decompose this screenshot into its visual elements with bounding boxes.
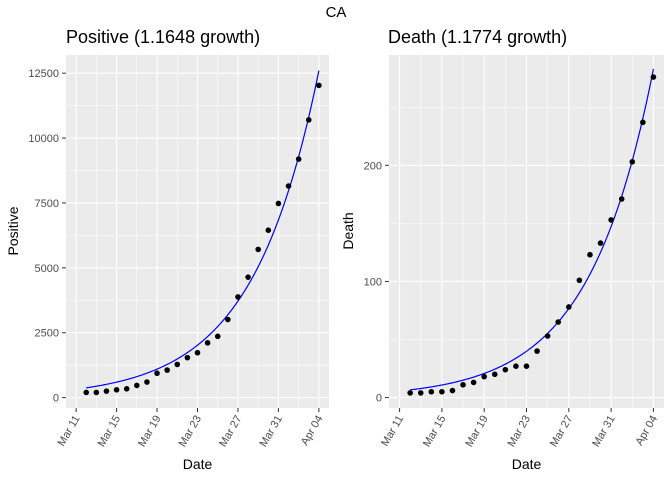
death-x-tick-label: Mar 27	[548, 414, 576, 450]
death-data-point	[608, 217, 614, 223]
positive-y-tick-label: 0	[53, 393, 59, 405]
positive-chart-title: Positive (1.1648 growth)	[66, 27, 260, 47]
death-x-axis-title: Date	[512, 456, 542, 472]
death-data-point	[439, 388, 445, 395]
death-y-tick-label: 200	[364, 160, 382, 172]
positive-x-tick-label: Mar 23	[177, 414, 205, 450]
positive-data-point	[255, 246, 261, 253]
death-data-point	[470, 379, 477, 386]
positive-y-tick-label: 2500	[35, 328, 59, 340]
death-data-point	[576, 277, 583, 284]
death-x-tick-label: Apr 04	[633, 414, 660, 448]
positive-data-point	[103, 388, 110, 394]
death-chart: Death (1.1774 growth) Mar 11 Mar 15 Mar 19…	[340, 27, 664, 472]
death-data-point	[597, 240, 604, 246]
positive-data-point	[204, 340, 211, 346]
positive-data-point	[93, 389, 100, 396]
positive-data-point	[245, 274, 251, 280]
positive-data-point	[316, 82, 322, 89]
positive-x-tick-label: Mar 11	[56, 414, 83, 449]
positive-data-point	[214, 333, 221, 340]
death-data-point	[417, 390, 424, 396]
death-data-point	[491, 371, 498, 378]
death-data-point	[523, 363, 530, 369]
positive-y-tick-label: 10000	[28, 133, 59, 145]
death-data-point	[640, 119, 646, 126]
positive-data-point	[83, 389, 90, 396]
death-data-point	[407, 390, 413, 396]
figure-title: CA	[326, 4, 347, 21]
death-x-tick-label: Mar 23	[506, 414, 534, 450]
positive-data-point	[164, 367, 170, 373]
positive-x-tick-label: Mar 31	[258, 414, 286, 450]
positive-data-point	[134, 382, 140, 389]
death-data-point	[449, 387, 456, 394]
positive-y-tick-label: 7500	[35, 198, 59, 210]
death-data-point	[555, 319, 562, 325]
death-data-point	[650, 74, 657, 80]
positive-y-tick-label: 12500	[28, 68, 59, 80]
positive-data-point	[225, 316, 231, 323]
death-data-point	[460, 381, 466, 388]
death-x-tick-label: Mar 19	[463, 414, 491, 450]
positive-data-point	[113, 387, 120, 393]
positive-data-point	[295, 156, 302, 162]
positive-data-point	[285, 183, 292, 189]
positive-data-point	[305, 117, 312, 123]
positive-x-tick-label: Mar 19	[136, 414, 164, 450]
positive-data-point	[174, 361, 181, 368]
death-x-tick-label: Mar 11	[379, 414, 406, 449]
death-chart-title: Death (1.1774 growth)	[388, 27, 567, 47]
positive-y-tick-label: 5000	[35, 263, 59, 275]
death-y-tick-label: 100	[364, 276, 382, 288]
death-y-tick-label: 0	[376, 393, 382, 405]
death-data-point	[513, 363, 519, 369]
death-data-point	[629, 159, 636, 165]
death-data-point	[502, 366, 509, 373]
positive-data-point	[154, 370, 160, 377]
positive-data-point	[265, 227, 272, 234]
positive-data-point	[275, 200, 282, 207]
death-data-point	[587, 251, 593, 258]
death-data-point	[481, 373, 487, 380]
positive-data-point	[194, 349, 201, 356]
death-data-point	[544, 333, 551, 339]
death-data-point	[428, 388, 435, 395]
positive-chart: Positive (1.1648 growth) Mar 11 Mar 15 Mar…	[5, 27, 329, 472]
death-x-tick-label: Mar 15	[421, 414, 449, 450]
positive-data-point	[184, 354, 191, 361]
positive-data-point	[144, 379, 150, 385]
positive-data-point	[235, 294, 241, 300]
positive-x-axis-title: Date	[183, 456, 213, 472]
death-y-axis-title: Death	[340, 212, 356, 249]
positive-data-point	[123, 385, 130, 392]
death-data-point	[534, 348, 540, 354]
death-data-point	[566, 304, 572, 310]
positive-fit-line	[86, 70, 320, 389]
death-x-tick-label: Mar 31	[590, 414, 618, 450]
positive-x-tick-label: Mar 15	[96, 414, 124, 450]
positive-y-axis-title: Positive	[5, 206, 21, 255]
death-data-point	[618, 196, 625, 202]
positive-x-tick-label: Apr 04	[299, 414, 326, 448]
positive-x-tick-label: Mar 27	[217, 414, 245, 450]
